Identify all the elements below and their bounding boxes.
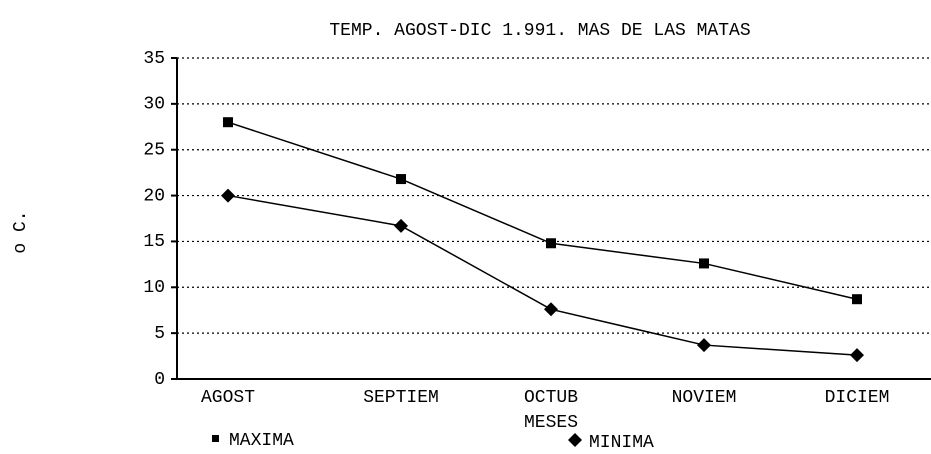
x-axis-label: MESES <box>524 413 578 433</box>
y-tick-label: 15 <box>143 232 165 252</box>
marker <box>221 188 235 203</box>
y-tick-label: 20 <box>143 186 165 206</box>
marker <box>396 174 406 185</box>
series-line <box>227 121 858 300</box>
y-tick-label: 35 <box>143 49 165 69</box>
legend-label: MINIMA <box>589 433 654 453</box>
x-tick-label: OCTUB <box>524 388 578 408</box>
legend-marker <box>568 433 582 447</box>
marker <box>699 258 709 269</box>
marker <box>852 294 862 305</box>
y-axis-label: o C. <box>11 210 31 253</box>
chart-title: TEMP. AGOST-DIC 1.991. MAS DE LAS MATAS <box>329 21 750 41</box>
legend-label: MAXIMA <box>229 431 294 451</box>
marker <box>544 302 558 317</box>
x-tick-label: SEPTIEM <box>363 388 439 408</box>
y-tick-label: 30 <box>143 95 165 115</box>
marker <box>697 338 711 353</box>
legend-marker <box>212 435 219 442</box>
x-tick-label: DICIEM <box>825 388 890 408</box>
x-tick-label: NOVIEM <box>672 388 737 408</box>
x-tick-label: AGOST <box>201 388 255 408</box>
y-tick-label: 0 <box>154 370 165 390</box>
marker <box>394 218 408 233</box>
marker <box>546 238 556 249</box>
series-line <box>227 194 858 356</box>
y-tick-label: 25 <box>143 140 165 160</box>
y-tick-label: 10 <box>143 278 165 298</box>
marker <box>850 348 864 363</box>
y-tick-label: 5 <box>154 324 165 344</box>
marker <box>223 117 233 128</box>
